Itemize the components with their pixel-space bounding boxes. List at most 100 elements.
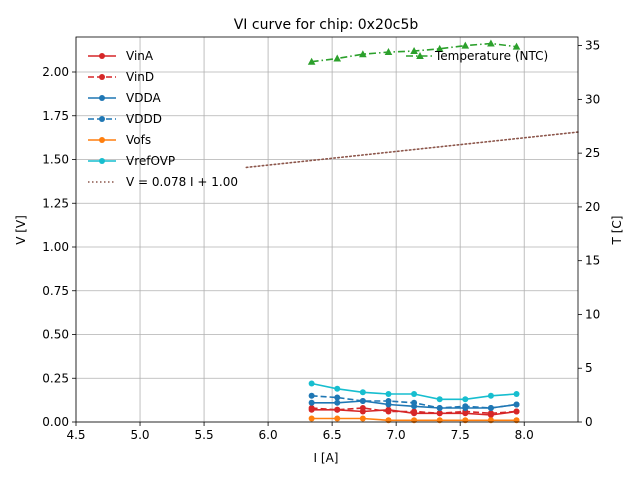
y2-axis-ticks: 0 5 10 15 20 25 30 35 (578, 39, 600, 429)
legend-marker (99, 137, 105, 143)
series-vofs (308, 415, 520, 424)
data-point (411, 391, 418, 397)
legend-label: V = 0.078 I + 1.00 (126, 175, 238, 189)
x-tick-label: 4.5 (66, 428, 85, 442)
data-point (308, 380, 315, 387)
y2-tick-label: 35 (585, 39, 600, 53)
legend-item: Vofs (88, 133, 151, 147)
series-vddd (308, 392, 520, 411)
x-tick-label: 7.5 (451, 428, 470, 442)
data-point (307, 57, 316, 65)
y-axis-label: V [V] (14, 215, 28, 245)
x-tick-label: 6.5 (323, 428, 342, 442)
y-tick-label: 0.50 (42, 328, 69, 342)
data-point (487, 392, 494, 399)
series-vrefovp (308, 380, 520, 403)
legend-item: VDDD (88, 112, 162, 126)
x-tick-label: 6.0 (259, 428, 278, 442)
data-point (308, 405, 315, 411)
data-point (385, 408, 392, 415)
y2-tick-label: 20 (585, 200, 600, 214)
data-point (308, 399, 315, 406)
data-point (462, 403, 469, 410)
y-tick-label: 1.50 (42, 153, 69, 167)
fit-line (245, 131, 579, 169)
legend-label: VDDD (126, 112, 162, 126)
legend-label: Vofs (126, 133, 151, 147)
y2-axis-label: T [C] (610, 216, 624, 246)
data-point (359, 405, 366, 411)
legend: VinA VinD VDDA VDDD Vofs VrefOVP V = 0.078 I +… (88, 49, 238, 189)
data-point (334, 415, 341, 422)
legend-item: VrefOVP (88, 154, 175, 168)
data-point (436, 396, 443, 403)
x-tick-label: 5.5 (195, 428, 214, 442)
legend-marker (99, 116, 105, 122)
data-point (487, 410, 494, 417)
y-tick-label: 0.25 (42, 371, 69, 385)
data-point (384, 48, 393, 56)
y-tick-label: 1.00 (42, 240, 69, 254)
data-point (436, 405, 443, 411)
data-point (359, 398, 366, 404)
y-tick-label: 1.75 (42, 109, 69, 123)
data-point (513, 408, 520, 415)
series-temperature-ntc (307, 39, 521, 65)
data-point (308, 415, 315, 422)
y-tick-label: 0.00 (42, 415, 69, 429)
legend-label: VDDA (126, 91, 161, 105)
data-point (334, 399, 341, 406)
data-point (462, 396, 469, 403)
x-axis-label: I [A] (314, 451, 339, 465)
data-point (411, 408, 418, 415)
data-point (487, 39, 495, 47)
chart-title: VI curve for chip: 0x20c5b (234, 17, 419, 33)
data-point (359, 50, 367, 58)
data-point (385, 398, 392, 404)
legend-marker (99, 158, 105, 164)
data-point (435, 44, 444, 52)
y2-tick-label: 30 (585, 92, 600, 106)
y-tick-label: 1.25 (42, 196, 69, 210)
legend-item-fit: V = 0.078 I + 1.00 (88, 175, 238, 189)
legend-marker (99, 53, 105, 59)
legend-marker (99, 95, 105, 101)
data-point (487, 405, 494, 411)
legend-label: VrefOVP (126, 154, 175, 168)
data-point (308, 392, 315, 399)
data-point (334, 394, 341, 401)
y-tick-label: 0.75 (42, 284, 69, 298)
legend-label: VinD (126, 70, 154, 84)
data-point (513, 401, 520, 408)
y2-tick-label: 10 (585, 307, 600, 321)
legend-label: VinA (126, 49, 154, 63)
y2-tick-label: 25 (585, 146, 600, 160)
legend-item: VDDA (88, 91, 161, 105)
data-point (333, 54, 342, 62)
legend-item: VinA (88, 49, 154, 63)
legend-label: Temperature (NTC) (434, 49, 548, 63)
legend-marker (416, 52, 424, 59)
y-tick-label: 2.00 (42, 65, 69, 79)
data-point (411, 399, 418, 406)
legend-temperature: Temperature (NTC) (406, 49, 548, 63)
data-point (410, 46, 418, 54)
data-point (512, 42, 521, 50)
x-axis-ticks: 4.5 5.0 5.5 6.0 6.5 7.0 7.5 8.0 (66, 422, 534, 442)
x-tick-label: 8.0 (515, 428, 534, 442)
data-point (334, 406, 341, 413)
data-point (385, 391, 392, 397)
data-point (359, 389, 366, 396)
axes-frame (75, 36, 579, 423)
plot-area (245, 39, 579, 424)
x-tick-label: 7.0 (387, 428, 406, 442)
data-point (334, 385, 341, 392)
y2-tick-label: 0 (585, 415, 593, 429)
data-point (513, 391, 520, 397)
y2-tick-label: 5 (585, 361, 593, 375)
x-tick-label: 5.0 (130, 428, 149, 442)
data-point (359, 415, 366, 422)
legend-marker (99, 74, 105, 80)
